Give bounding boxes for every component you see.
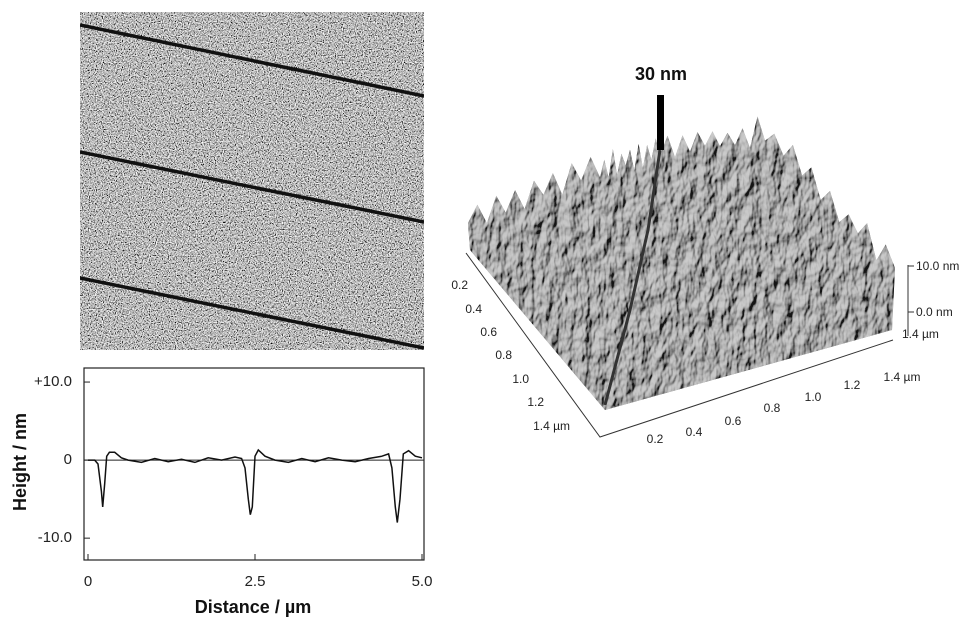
surface-z-label: 10.0 nm xyxy=(916,259,959,273)
surface-x-label: 0.2 xyxy=(647,432,664,446)
afm-groove xyxy=(80,276,424,350)
x-tick-label: 5.0 xyxy=(412,573,433,590)
surface-y-label: 1.4 µm xyxy=(533,419,570,433)
surface-y-label: 0.2 xyxy=(451,278,468,292)
surface-x-label: 1.0 xyxy=(805,390,822,404)
x-tick-label: 2.5 xyxy=(245,573,266,590)
afm-groove xyxy=(80,150,424,224)
surface-axis xyxy=(465,252,894,438)
afm-image xyxy=(80,12,424,350)
surface-y-label: 0.6 xyxy=(480,325,497,339)
surface-y-label: 1.2 xyxy=(527,395,544,409)
x-tick-label: 0 xyxy=(84,573,92,590)
surface-x-label: 1.4 µm xyxy=(884,370,921,384)
surface-depth-label: 1.4 µm xyxy=(902,327,939,341)
surface-y-label: 0.4 xyxy=(465,302,482,316)
surface-groove xyxy=(603,149,662,406)
y-tick-label: 0 xyxy=(64,451,72,468)
scale-label: 30 nm xyxy=(635,64,687,84)
scale-bar xyxy=(657,95,664,150)
profile-line xyxy=(88,448,423,523)
afm-texture xyxy=(80,12,424,350)
y-tick-label: +10.0 xyxy=(34,373,72,390)
surface-y-label: 1.0 xyxy=(512,372,529,386)
surface-x-label: 0.4 xyxy=(686,425,703,439)
surface-x-label: 0.6 xyxy=(725,414,742,428)
y-tick-label: -10.0 xyxy=(38,529,72,546)
surface-3d: 30 nm 0.20.40.60.81.01.21.4 µm0.2 0.40.60… xyxy=(451,64,959,446)
afm-groove xyxy=(80,23,424,98)
surface-y-label: 0.8 xyxy=(495,348,512,362)
surface-z-label: 0.0 nm xyxy=(916,305,953,319)
surface-x-label: 0.8 xyxy=(764,401,781,415)
x-axis-label: Distance / µm xyxy=(195,597,311,617)
surface-x-label: 1.2 xyxy=(844,378,861,392)
surface-texture xyxy=(468,116,895,410)
plot-frame xyxy=(83,367,425,561)
y-axis-label: Height / nm xyxy=(10,413,30,511)
